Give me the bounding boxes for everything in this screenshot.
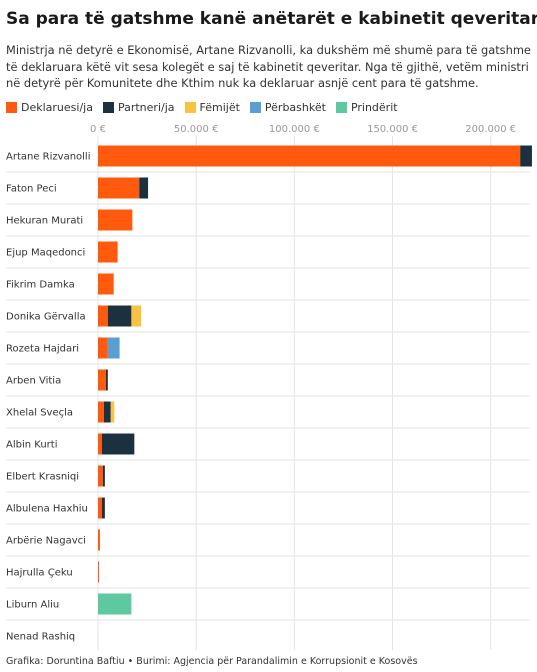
bar-10-series-0: [98, 465, 103, 487]
legend-swatch-partner: [102, 101, 114, 113]
legend-label-declarant: Deklaruesi/ja: [21, 100, 93, 114]
category-label-3: Ejup Maqedonci: [6, 248, 85, 259]
x-tick-label-3: 150.000 €: [367, 124, 418, 135]
legend-swatch-declarant: [6, 101, 17, 113]
chart-subtitle: Ministrja në detyrë e Ekonomisë, Artane …: [6, 43, 531, 90]
bar-1-series-0: [98, 177, 140, 199]
legend-label-parents: Prindërit: [350, 100, 398, 114]
bar-5-series-0: [98, 305, 108, 327]
bar-14-series-4: [98, 593, 132, 615]
category-label-14: Liburn Aliu: [6, 600, 59, 611]
category-label-10: Elbert Krasniqi: [6, 472, 79, 483]
legend-item-children: Fëmijët: [184, 100, 240, 114]
bar-10-series-1: [102, 465, 105, 487]
legend-swatch-children: [184, 101, 196, 113]
legend-item-joint: Përbashkët: [249, 100, 326, 114]
bar-5-series-1: [107, 305, 132, 327]
category-label-15: Nenad Rashiq: [6, 632, 75, 643]
category-label-0: Artane Rizvanolli: [6, 152, 90, 163]
bar-11-series-1: [101, 497, 105, 519]
category-label-2: Hekuran Murati: [6, 216, 83, 227]
chart-footer: Grafika: Doruntina Baftiu • Burimi: Agje…: [6, 656, 418, 667]
legend: Deklaruesi/ja Partneri/ja Fëmijët Përbas…: [6, 99, 408, 115]
bar-7-series-1: [105, 369, 108, 391]
bar-5-series-2: [131, 305, 142, 327]
legend-item-declarant: Deklaruesi/ja: [6, 101, 93, 114]
category-label-12: Arbërie Nagavci: [6, 536, 86, 547]
x-tick-label-4: 200.000 €: [465, 124, 516, 135]
legend-label-children: Fëmijët: [199, 100, 240, 114]
legend-swatch-joint: [249, 101, 261, 113]
bar-8-series-0: [98, 401, 104, 423]
bar-11-series-0: [98, 497, 102, 519]
bar-3-series-0: [98, 241, 118, 263]
bar-8-series-2: [110, 401, 115, 423]
bar-2-series-0: [98, 209, 133, 231]
x-tick-label-2: 100.000 €: [269, 124, 320, 135]
category-label-4: Fikrim Damka: [6, 280, 75, 291]
bar-4-series-0: [98, 273, 114, 295]
category-label-6: Rozeta Hajdari: [6, 344, 79, 355]
legend-label-joint: Përbashkët: [264, 100, 326, 114]
bar-6-series-3: [107, 337, 120, 359]
category-label-5: Donika Gërvalla: [6, 312, 86, 323]
bar-13-series-0: [98, 561, 99, 583]
legend-item-parents: Prindërit: [335, 100, 398, 114]
category-label-7: Arben Vitia: [6, 376, 61, 387]
bar-8-series-1: [103, 401, 111, 423]
legend-item-partner: Partneri/ja: [102, 100, 175, 114]
chart-title: Sa para të gatshme kanë anëtarët e kabin…: [6, 9, 537, 29]
category-label-8: Xhelal Sveçla: [6, 408, 73, 419]
bar-7-series-0: [98, 369, 106, 391]
bar-9-series-1: [101, 433, 135, 455]
bar-0-series-1: [520, 145, 532, 167]
bar-12-series-0: [98, 529, 100, 551]
x-tick-label-0: 0 €: [90, 124, 106, 135]
bar-chart: 0 € 50.000 € 100.000 € 150.000 € 200.000 € Ar…: [6, 124, 532, 650]
bar-9-series-0: [98, 433, 102, 455]
legend-label-partner: Partneri/ja: [117, 100, 175, 114]
bar-0-series-0: [98, 145, 521, 167]
bar-1-series-1: [139, 177, 149, 199]
legend-swatch-parents: [335, 101, 347, 113]
x-tick-label-1: 50.000 €: [174, 124, 219, 135]
bar-6-series-0: [98, 337, 108, 359]
category-label-11: Albulena Haxhiu: [6, 504, 88, 515]
category-label-1: Faton Peci: [6, 184, 57, 195]
category-label-13: Hajrulla Çeku: [6, 568, 73, 579]
category-label-9: Albin Kurti: [6, 440, 57, 451]
